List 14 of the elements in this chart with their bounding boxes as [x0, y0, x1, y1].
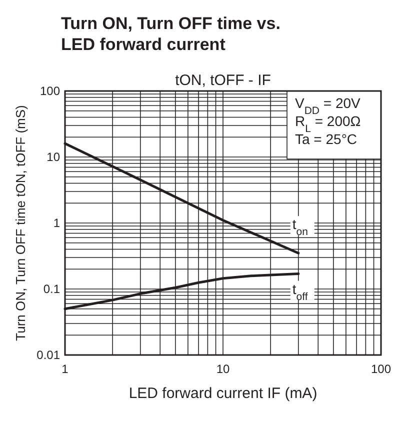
- x-tick-label: 100: [370, 362, 392, 376]
- chart-subtitle: tON, tOFF - IF: [175, 72, 271, 89]
- series-label: t$_{off}$: [292, 280, 308, 303]
- x-axis-title: LED forward current IF (mA): [128, 385, 318, 402]
- y-tick-label: 0.1: [43, 282, 60, 296]
- y-tick-label: 100: [40, 84, 60, 98]
- y-tick-label: 10: [46, 150, 60, 164]
- x-tick-label: 10: [216, 362, 230, 376]
- x-tick-label: 1: [62, 362, 69, 376]
- y-tick-label: 1: [53, 216, 60, 230]
- y-axis-title: Turn ON, Turn OFF time tON, tOFF (mS): [13, 105, 28, 341]
- series-label: t$_{on}$: [292, 216, 308, 238]
- y-tick-label: 0.01: [36, 348, 60, 362]
- chart-title: Turn ON, Turn OFF time vs. LED forward current: [61, 14, 280, 54]
